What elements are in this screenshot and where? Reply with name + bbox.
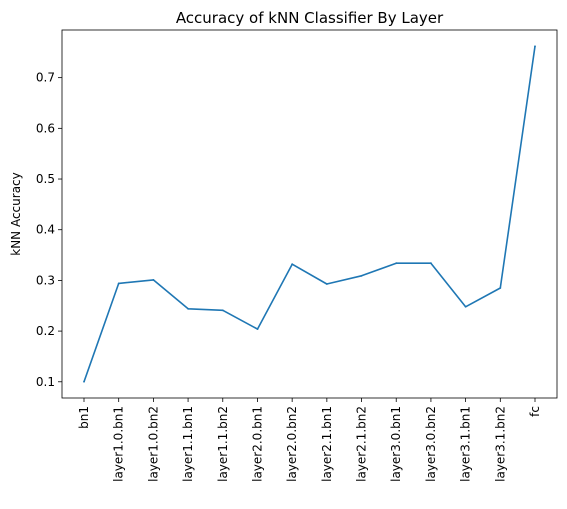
y-tick-label: 0.7 [36, 71, 55, 85]
y-tick-label: 0.6 [36, 121, 55, 135]
x-tick-label: layer2.1.bn2 [355, 406, 369, 482]
data-point [534, 45, 536, 48]
data-point [395, 262, 398, 265]
x-tick-label: layer2.0.bn1 [250, 406, 264, 482]
x-tick-label: layer3.0.bn2 [424, 406, 438, 482]
data-point [291, 263, 294, 266]
x-tick-label: layer1.1.bn2 [216, 406, 230, 482]
data-point [464, 305, 467, 308]
y-axis: 0.1 0.2 0.3 0.4 0.5 0.6 0.7 [36, 71, 62, 389]
chart-title: Accuracy of kNN Classifier By Layer [176, 9, 444, 27]
plot-frame [61, 29, 558, 399]
y-tick-label: 0.5 [36, 172, 55, 186]
data-point [152, 278, 155, 281]
data-point [430, 262, 432, 265]
data-point [83, 380, 85, 383]
data-point [360, 274, 363, 277]
x-tick-label: layer1.1.bn1 [181, 406, 195, 482]
plot-area [62, 30, 557, 398]
series-line [83, 46, 536, 383]
data-point [117, 282, 120, 285]
x-tick-label: fc [528, 406, 542, 417]
x-tick-label: layer2.1.bn1 [320, 406, 334, 482]
x-tick-label: layer3.1.bn2 [493, 406, 507, 482]
x-axis: bn1 layer1.0.bn1 layer1.0.bn2 layer1.1.bn1 l… [77, 398, 542, 482]
x-tick-label: layer1.0.bn2 [146, 406, 160, 482]
y-tick-label: 0.4 [36, 223, 55, 237]
y-tick-label: 0.2 [36, 324, 55, 338]
data-point [256, 328, 259, 330]
data-point [325, 283, 328, 285]
x-tick-label: layer3.0.bn1 [389, 406, 403, 482]
y-tick-label: 0.1 [36, 375, 55, 389]
data-point [499, 287, 502, 289]
y-axis-label: kNN Accuracy [9, 172, 23, 256]
series-layer [83, 45, 536, 383]
x-tick-label: bn1 [77, 406, 91, 429]
x-tick-label: layer3.1.bn1 [459, 406, 473, 482]
x-tick-label: layer1.0.bn1 [112, 406, 126, 482]
x-tick-label: layer2.0.bn2 [285, 406, 299, 482]
data-point [187, 307, 189, 310]
y-tick-label: 0.3 [36, 273, 55, 287]
data-point [221, 309, 224, 312]
